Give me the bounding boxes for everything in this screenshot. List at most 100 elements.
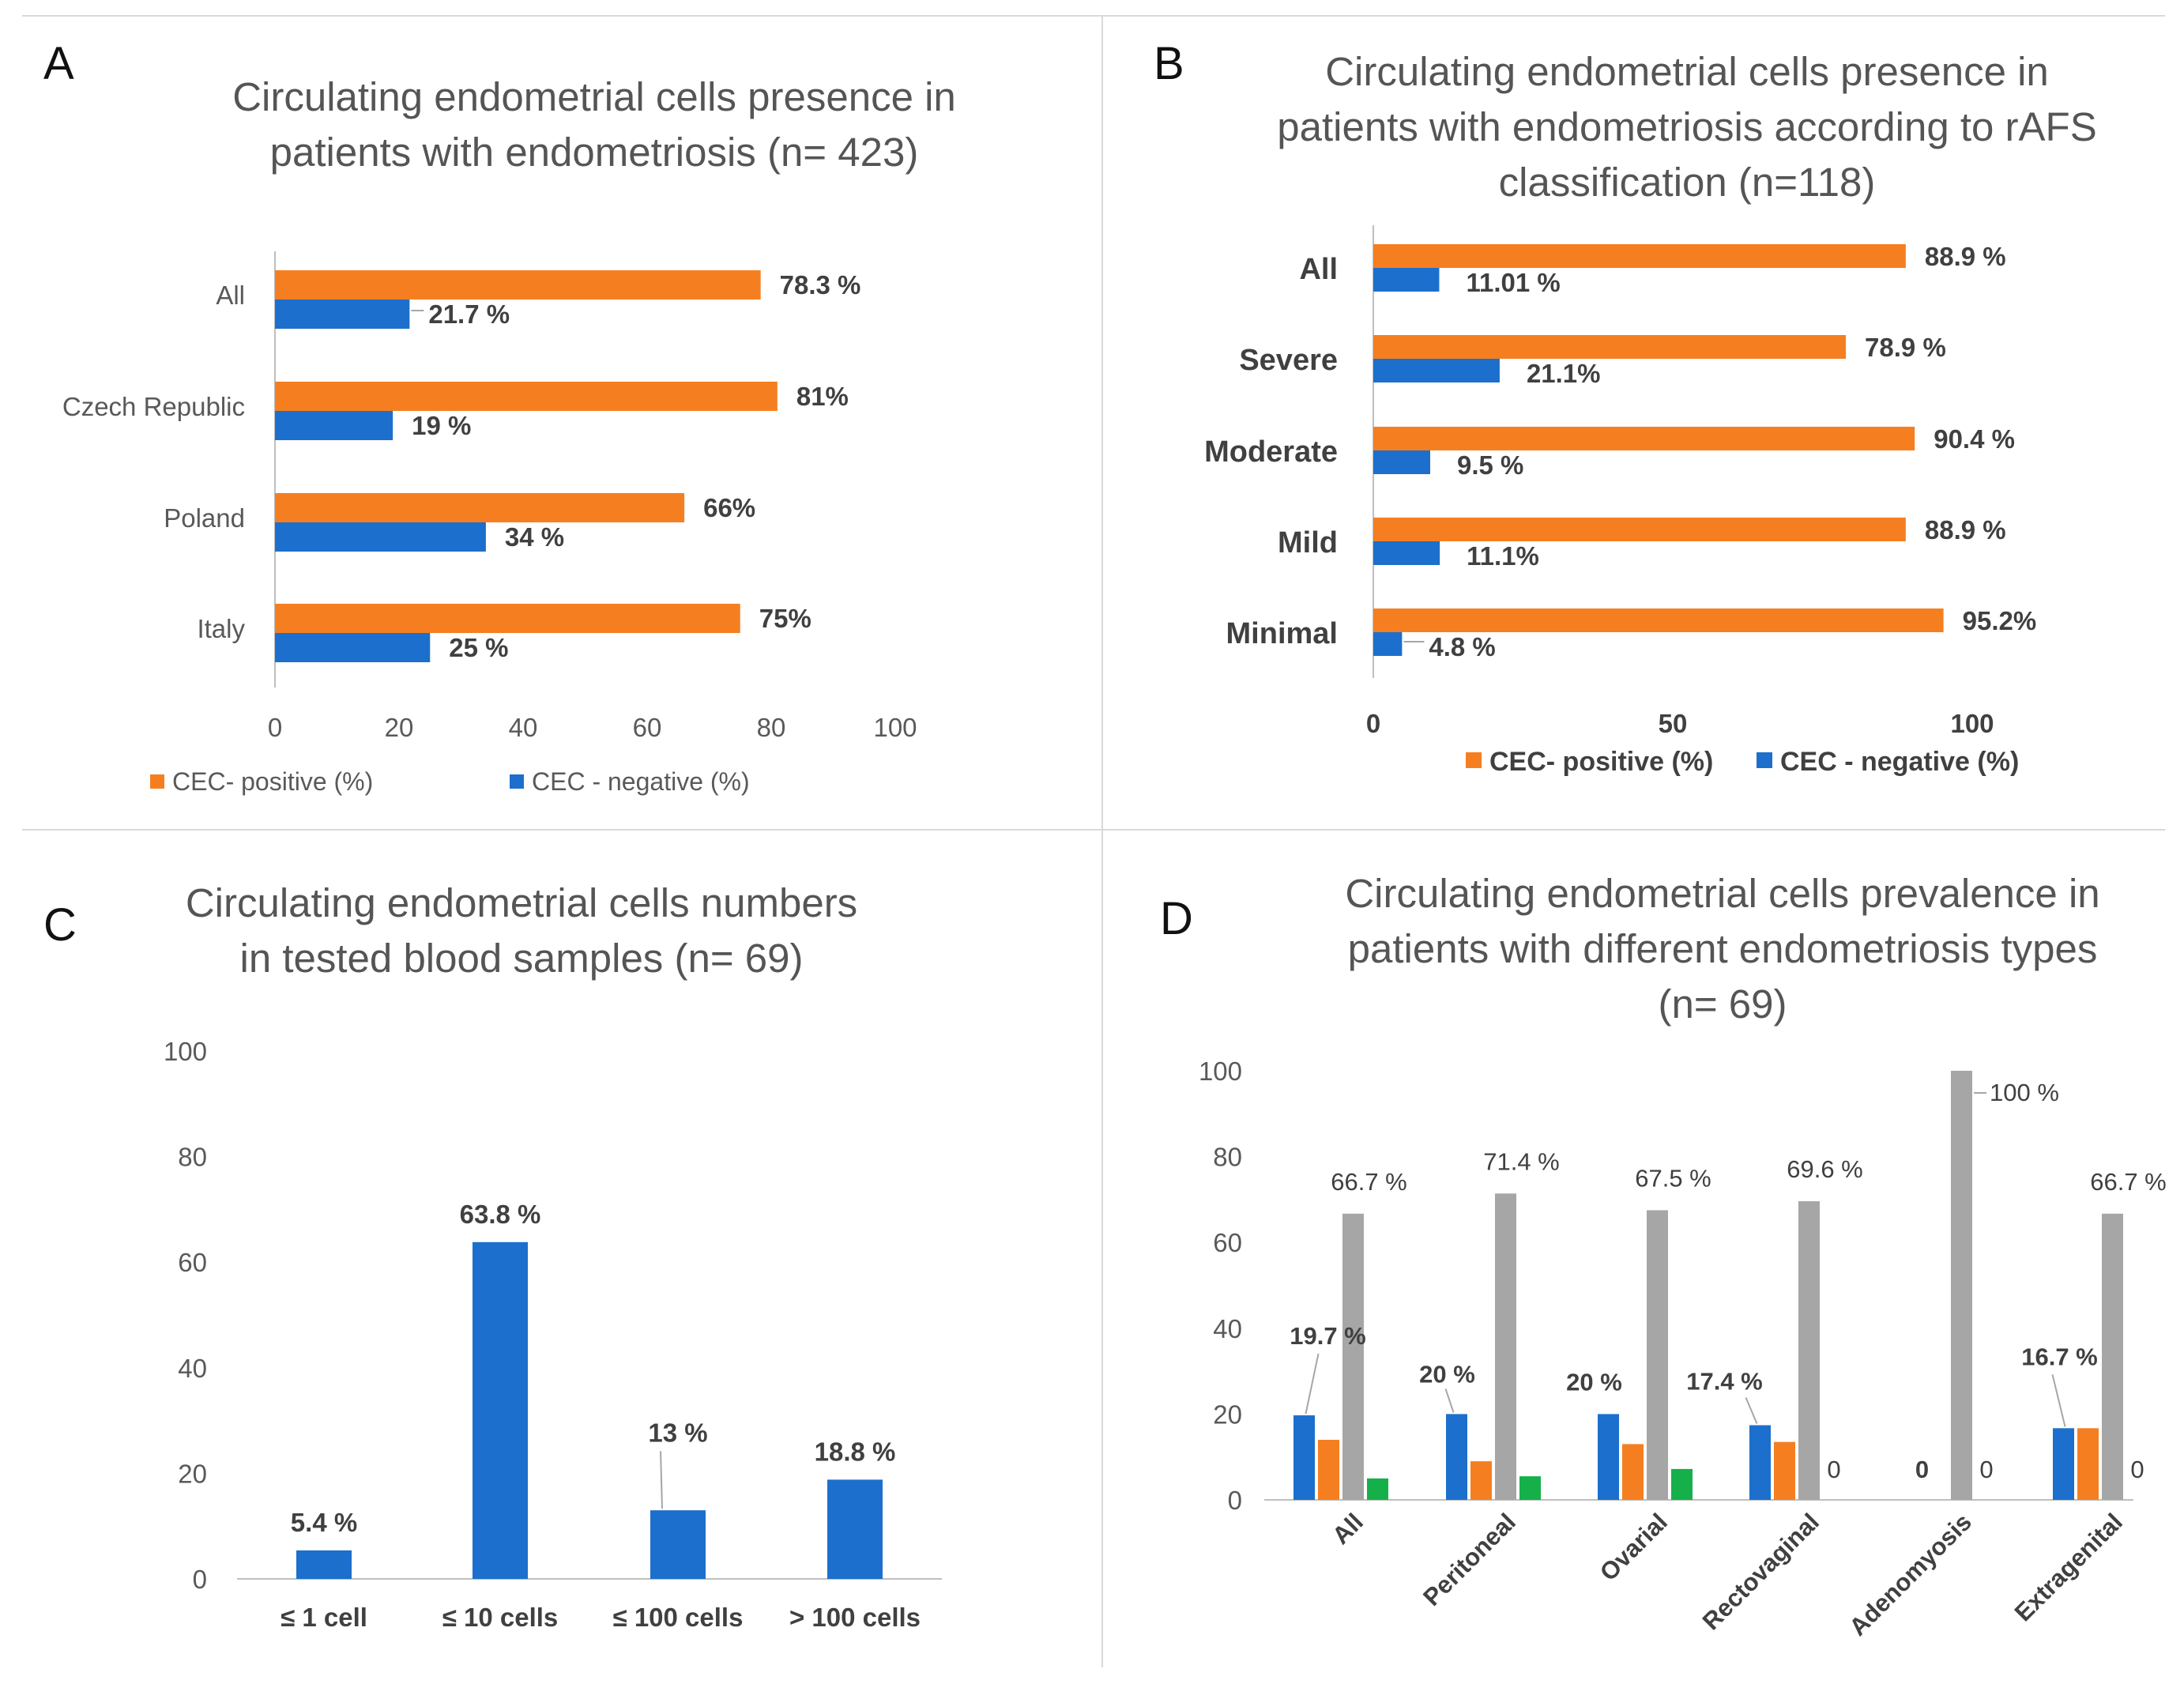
panel-b-data-label-positive: 88.9 % — [1925, 242, 2006, 271]
panel-c-chart: Circulating endometrial cells numbers in… — [164, 880, 942, 1632]
panel-d-bar-green-peritoneal — [1519, 1476, 1541, 1500]
panel-d-data-label-blue: 17.4 % — [1686, 1368, 1763, 1396]
panel-d-y-tick: 0 — [1228, 1486, 1242, 1515]
panel-b-bar-negative-minimal — [1373, 632, 1403, 656]
panel-a-x-tick: 60 — [633, 713, 662, 742]
panel-b-title-line-2: patients with endometriosis according to… — [1277, 104, 2096, 149]
panel-d-data-label-gray: 100 % — [1990, 1079, 2059, 1106]
panel-c-category-label: ≤ 1 cell — [281, 1603, 367, 1632]
panel-b-bar-positive-minimal — [1373, 608, 1944, 632]
panel-a-x-tick: 100 — [873, 713, 917, 742]
panel-b-bar-negative-all — [1373, 268, 1440, 292]
panel-c-y-tick: 40 — [178, 1354, 207, 1383]
panel-d-title-line-2: patients with different endometriosis ty… — [1348, 926, 2098, 971]
panel-a-x-tick: 80 — [757, 713, 786, 742]
panel-d-data-label-gray: 71.4 % — [1483, 1147, 1560, 1175]
panel-b-category-label: All — [1299, 253, 1338, 286]
panel-letter-a: A — [43, 38, 74, 89]
panel-b-data-label-positive: 90.4 % — [1934, 424, 2015, 454]
panel-a-legend-positive: CEC- positive (%) — [172, 767, 373, 796]
panel-c-y-tick: 20 — [178, 1459, 207, 1488]
panel-d-bar-blue-peritoneal — [1446, 1414, 1467, 1500]
panel-d-leader-line-blue — [1444, 1388, 1455, 1413]
panel-b-bar-positive-all — [1373, 244, 1906, 268]
panel-letter-b: B — [1154, 38, 1184, 89]
panel-a-bar-positive-czech-republic — [275, 382, 778, 411]
panel-b-x-tick: 0 — [1366, 709, 1380, 738]
panel-a-category-label: All — [216, 281, 245, 310]
panel-a-bar-negative-all — [275, 300, 410, 329]
panel-d-bar-blue-ovarial — [1598, 1414, 1619, 1500]
panel-b-legend-positive: CEC- positive (%) — [1489, 747, 1713, 777]
panel-a-bar-positive-italy — [275, 604, 740, 633]
panel-b-x-tick: 50 — [1659, 709, 1688, 738]
panel-c-y-tick: 80 — [178, 1143, 207, 1172]
panel-a-bar-negative-poland — [275, 522, 486, 552]
panel-a-legend-negative: CEC - negative (%) — [532, 767, 750, 796]
panel-letter-c: C — [43, 899, 77, 951]
panel-c-data-label: 13 % — [648, 1418, 707, 1447]
panel-b-category-label: Mild — [1278, 526, 1338, 559]
panel-d-bar-orange-all — [1318, 1439, 1339, 1500]
panel-a-category-label: Italy — [197, 614, 245, 643]
panel-d-data-label-gray: 67.5 % — [1635, 1164, 1711, 1192]
panel-d-bar-gray-peritoneal — [1495, 1193, 1516, 1500]
panel-a-category-label: Poland — [164, 503, 245, 533]
panel-a-data-label-negative: 21.7 % — [428, 300, 510, 329]
panel-a-x-tick: 20 — [385, 713, 414, 742]
panel-d-data-label-gray: 69.6 % — [1787, 1155, 1863, 1183]
panel-d-leader-line-blue — [2051, 1374, 2066, 1427]
panel-c-leader-line — [660, 1451, 663, 1509]
panel-d-bar-orange-rectovaginal — [1774, 1441, 1795, 1500]
panel-b-x-tick: 100 — [1950, 709, 1994, 738]
panel-d-category-label: Rectovaginal — [1697, 1508, 1824, 1635]
panel-d-data-label-blue: 16.7 % — [2021, 1343, 2098, 1370]
panel-c-bar-100-cells — [827, 1479, 883, 1579]
panel-b-bar-negative-mild — [1373, 541, 1440, 565]
panel-c-y-tick: 100 — [164, 1037, 207, 1066]
panel-d-data-label-gray: 66.7 % — [2090, 1168, 2167, 1196]
panel-d-data-label-blue: 0 — [1915, 1456, 1929, 1483]
panel-d-chart: Circulating endometrial cells prevalence… — [1199, 871, 2167, 1641]
panel-d-data-label-green: 0 — [1827, 1456, 1840, 1483]
panel-a-legend-swatch-negative — [510, 774, 524, 789]
panel-b-data-label-negative: 11.1% — [1467, 541, 1539, 571]
panel-d-title-line-1: Circulating endometrial cells prevalence… — [1345, 871, 2099, 916]
panel-d-bar-orange-peritoneal — [1470, 1461, 1492, 1500]
panel-b-data-label-negative: 4.8 % — [1429, 632, 1495, 661]
panel-c-title-line-2: in tested blood samples (n= 69) — [239, 936, 803, 981]
panel-c-y-tick: 60 — [178, 1248, 207, 1277]
panel-b-legend-negative: CEC - negative (%) — [1780, 747, 2019, 777]
panel-b-bar-negative-severe — [1373, 359, 1500, 382]
panel-a-data-label-negative: 34 % — [505, 522, 564, 552]
panel-a-title-line-2: patients with endometriosis (n= 423) — [270, 130, 919, 175]
panel-letter-d: D — [1160, 893, 1193, 944]
panel-a-data-label-negative: 25 % — [449, 633, 508, 662]
panel-d-category-label: Adenomyosis — [1843, 1508, 1976, 1641]
panel-d-data-label-blue: 20 % — [1566, 1368, 1622, 1396]
panel-a-category-label: Czech Republic — [62, 392, 245, 421]
panel-b-data-label-positive: 78.9 % — [1865, 333, 1946, 362]
panel-d-y-tick: 80 — [1213, 1143, 1242, 1172]
panel-c-title-line-1: Circulating endometrial cells numbers — [186, 880, 857, 925]
panel-c-y-tick: 0 — [193, 1565, 207, 1594]
panel-d-bar-blue-all — [1293, 1415, 1315, 1500]
panel-a-bar-negative-czech-republic — [275, 411, 393, 440]
panel-a-bar-positive-all — [275, 270, 761, 300]
panel-b-data-label-positive: 95.2% — [1963, 606, 2037, 635]
panel-c-data-label: 63.8 % — [460, 1200, 541, 1229]
panel-a-title-line-1: Circulating endometrial cells presence i… — [232, 74, 956, 119]
panel-c-data-label: 18.8 % — [815, 1437, 896, 1466]
panel-d-bar-gray-adenomyosis — [1951, 1071, 1972, 1500]
panel-b-data-label-negative: 21.1% — [1527, 359, 1601, 388]
panel-d-bar-blue-rectovaginal — [1749, 1425, 1771, 1500]
panel-d-bar-gray-extragenital — [2102, 1213, 2123, 1500]
panel-d-bar-green-all — [1367, 1478, 1388, 1500]
panel-d-bar-orange-extragenital — [2077, 1428, 2099, 1500]
panel-d-data-label-gray: 66.7 % — [1331, 1168, 1407, 1196]
panel-d-leader-line-blue — [1745, 1397, 1758, 1424]
panel-b-title-line-3: classification (n=118) — [1499, 160, 1876, 205]
panel-d-category-label: Ovarial — [1595, 1508, 1673, 1586]
panel-b-category-label: Moderate — [1204, 435, 1338, 469]
